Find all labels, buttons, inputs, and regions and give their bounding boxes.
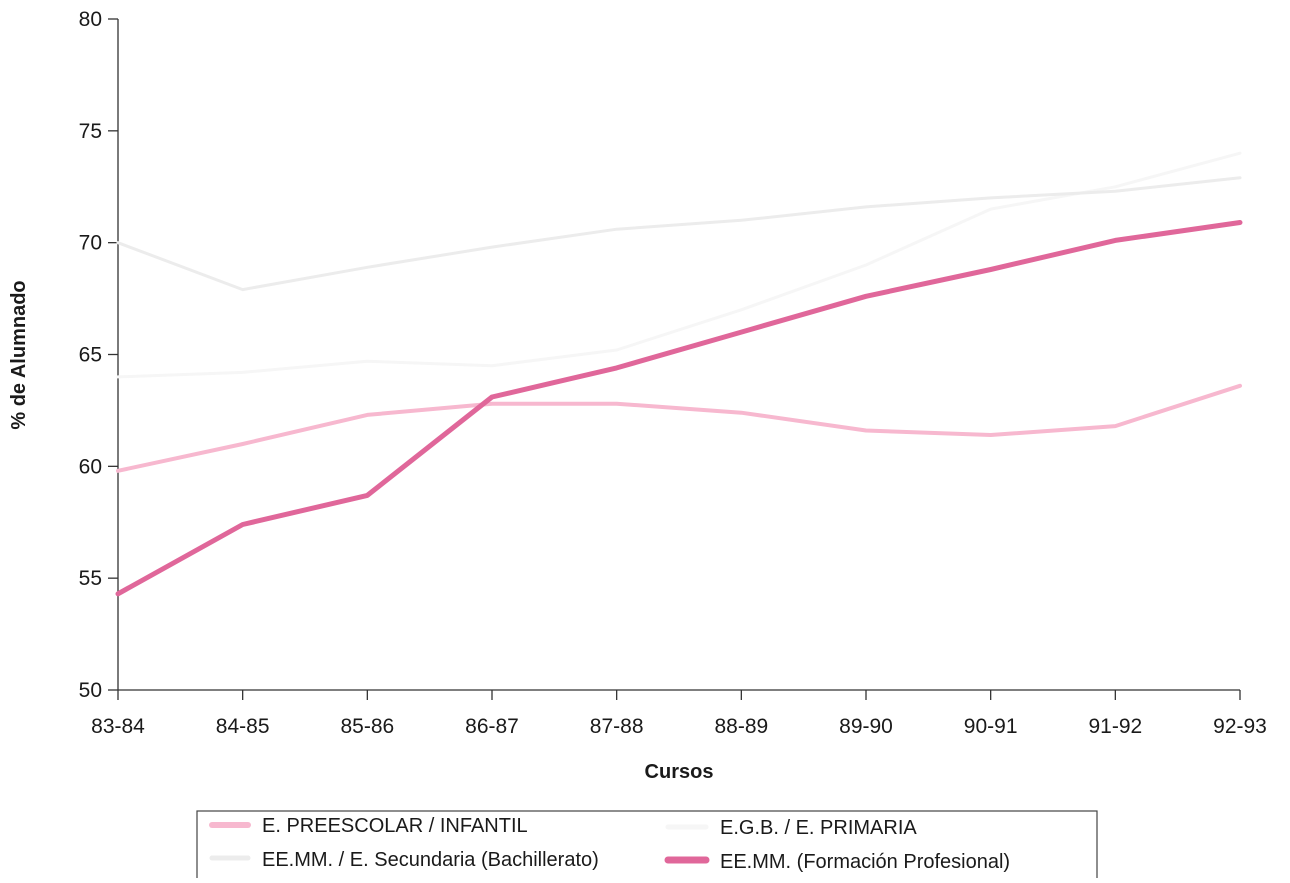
series-line-preescolar: [118, 386, 1240, 471]
x-tick-label: 91-92: [1088, 715, 1142, 738]
y-tick-label: 80: [79, 8, 102, 31]
x-tick-label: 83-84: [91, 715, 145, 738]
y-tick-label: 65: [79, 344, 102, 367]
series-layer: [118, 153, 1240, 594]
x-axis-label: Cursos: [645, 761, 714, 783]
y-tick-label: 75: [79, 120, 102, 143]
x-tick-label: 85-86: [340, 715, 394, 738]
legend-label-bachillerato: EE.MM. / E. Secundaria (Bachillerato): [262, 849, 599, 871]
axes: 50 55 60 65 70 75 80 83-84 84-85 85-86 86-87 87-88 8…: [79, 8, 1267, 738]
x-tick-label: 87-88: [590, 715, 644, 738]
legend-label-fp: EE.MM. (Formación Profesional): [720, 851, 1010, 873]
y-tick-label: 50: [79, 679, 102, 702]
legend-label-primaria: E.G.B. / E. PRIMARIA: [720, 817, 917, 839]
x-tick-label: 92-93: [1213, 715, 1267, 738]
y-tick-label: 70: [79, 232, 102, 255]
series-line-bachillerato: [118, 178, 1240, 290]
series-line-primaria: [118, 153, 1240, 377]
x-tick-label: 90-91: [964, 715, 1018, 738]
y-tick-label: 60: [79, 455, 102, 478]
x-tick-label: 84-85: [216, 715, 270, 738]
x-tick-label: 89-90: [839, 715, 893, 738]
legend: E. PREESCOLAR / INFANTIL E.G.B. / E. PRI…: [197, 811, 1097, 878]
x-tick-label: 88-89: [714, 715, 768, 738]
y-axis-label: % de Alumnado: [8, 280, 30, 429]
legend-label-preescolar: E. PREESCOLAR / INFANTIL: [262, 815, 528, 837]
x-tick-label: 86-87: [465, 715, 519, 738]
y-tick-label: 55: [79, 567, 102, 590]
